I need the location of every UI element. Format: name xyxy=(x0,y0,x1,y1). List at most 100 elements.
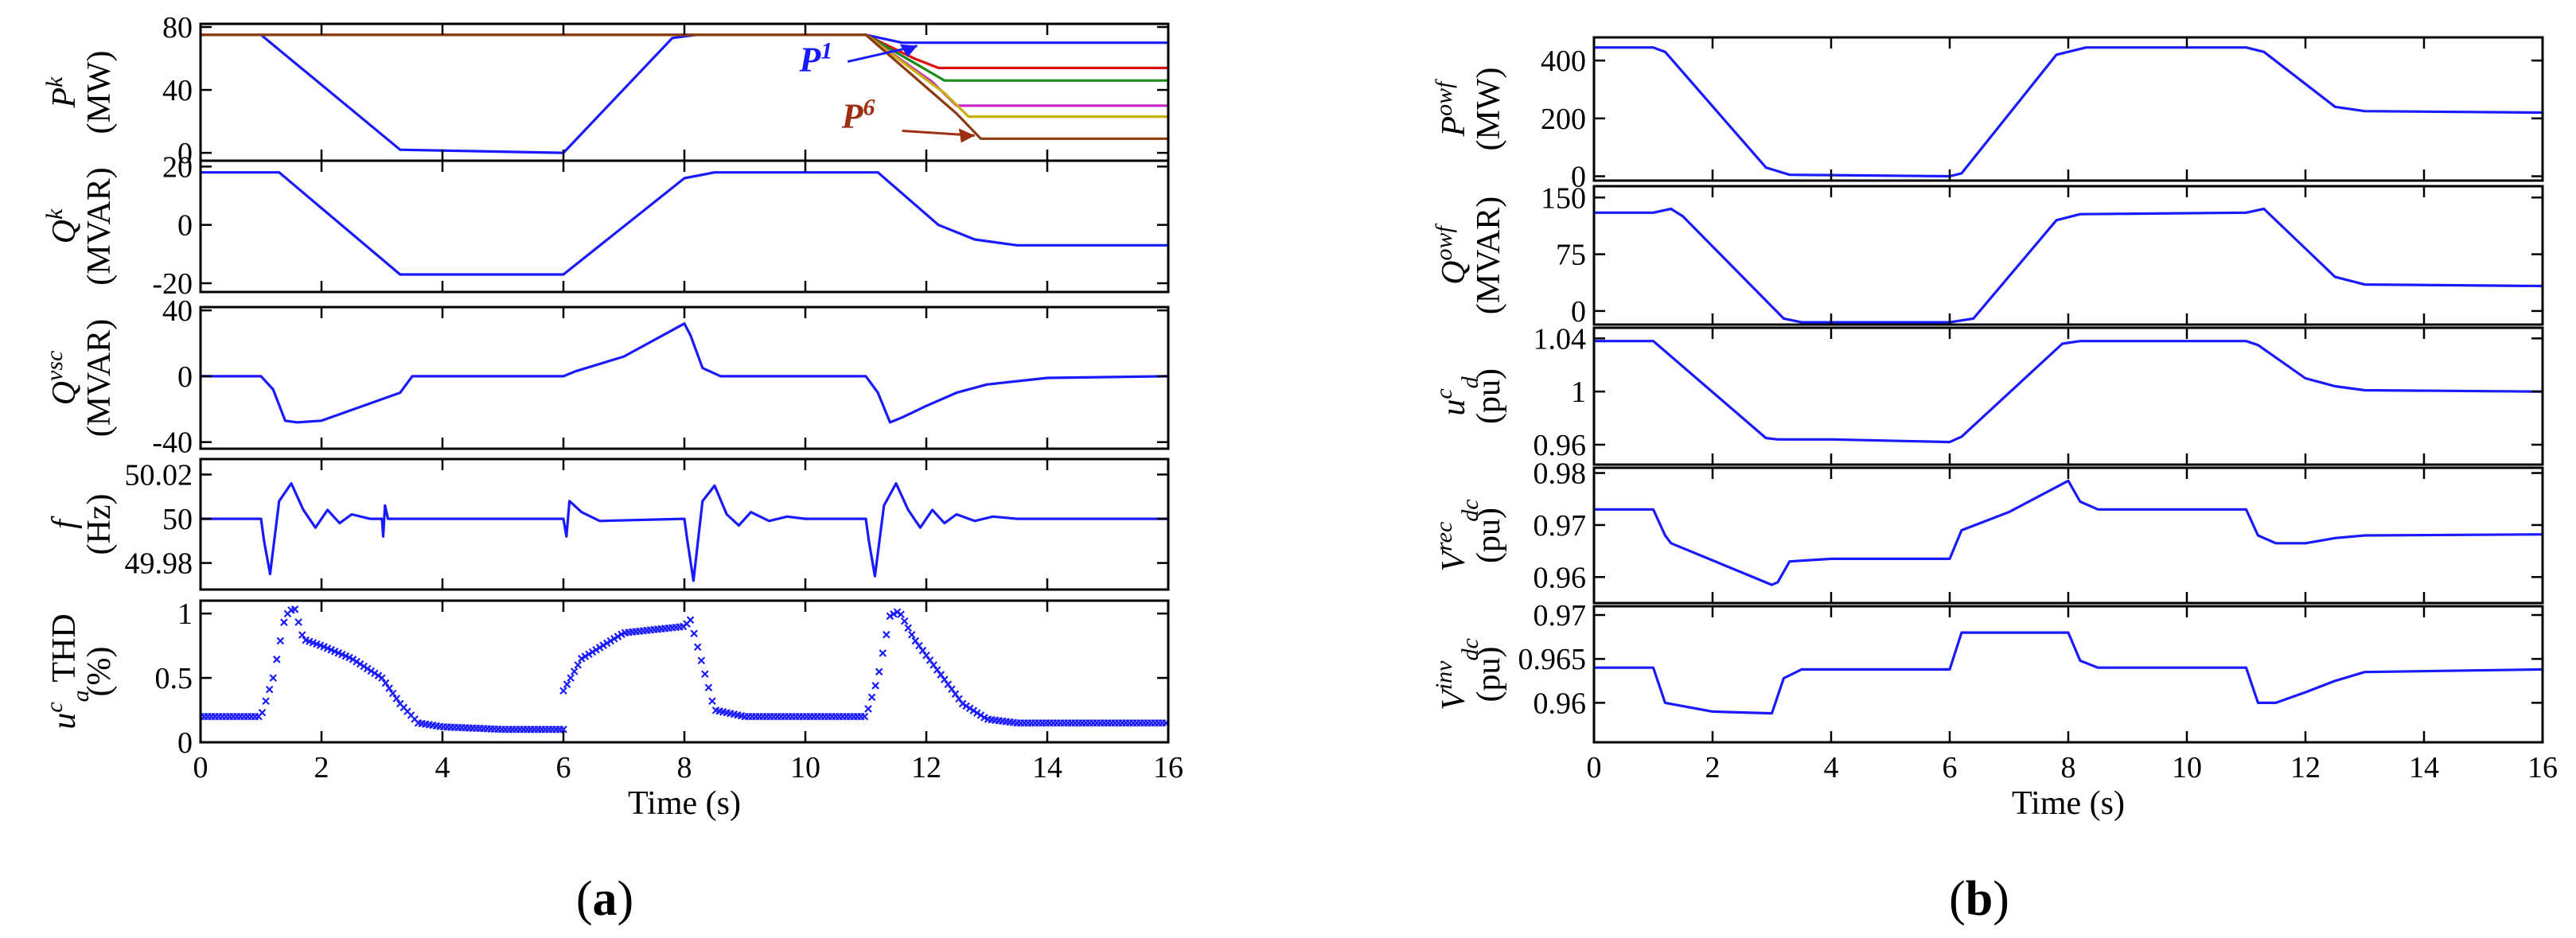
ylabel-symbol: Q xyxy=(46,220,83,243)
thd-marker xyxy=(280,618,288,626)
xtick-label: 16 xyxy=(1153,751,1183,784)
ytick-label: 0 xyxy=(177,726,193,760)
thd-marker xyxy=(574,661,583,669)
panel-label-a: (a) xyxy=(576,872,633,926)
thd-marker xyxy=(610,635,618,643)
ylabel-subscript: d xyxy=(1457,376,1483,388)
thd-marker xyxy=(367,667,376,675)
ylabel-line: (MVAR) xyxy=(81,167,118,286)
xlabel: Time (s) xyxy=(628,785,741,822)
xtick-label: 14 xyxy=(2409,751,2439,784)
thd-marker xyxy=(265,685,274,694)
thd-marker xyxy=(965,704,974,713)
ylabel-line: Qvsc xyxy=(41,351,84,406)
thd-marker xyxy=(904,624,912,632)
ylabel-rest: THD xyxy=(46,613,83,690)
ylabel-subscript: a xyxy=(68,690,94,702)
ytick-label: 0.5 xyxy=(155,662,193,695)
series-group xyxy=(201,482,1168,582)
ylabel-line: (MW) xyxy=(81,51,118,134)
thd-marker xyxy=(290,605,299,613)
ytick-label: 0.96 xyxy=(1534,429,1587,462)
ylabel-line: (MVAR) xyxy=(81,319,118,438)
ylabel-superscript: inv xyxy=(1431,660,1457,690)
ytick-label: 20 xyxy=(162,150,193,184)
xtick-label: 16 xyxy=(2527,751,2558,784)
ytick-label: 0.965 xyxy=(1518,643,1587,676)
ytick-label: 0 xyxy=(177,360,193,394)
ylabel-line: Vinvdc xyxy=(1431,638,1483,710)
thd-marker xyxy=(595,644,604,652)
series-group xyxy=(201,322,1168,424)
thd-marker xyxy=(686,616,695,625)
ylabel-line: uca THD xyxy=(41,613,94,729)
thd-marker xyxy=(883,630,890,639)
ylabel-symbol: V xyxy=(1436,548,1472,572)
ytick-label: 0 xyxy=(1571,295,1586,329)
ytick-label: 49.98 xyxy=(125,547,193,581)
ytick-label: 1 xyxy=(1571,376,1586,409)
ylabel-line: (pu) xyxy=(1471,508,1507,563)
series-group xyxy=(1594,340,2543,444)
series-group xyxy=(1594,207,2543,324)
xtick-label: 4 xyxy=(435,751,450,784)
ytick-label: 40 xyxy=(162,294,193,328)
ylabel-symbol: P xyxy=(46,88,83,109)
ytick-label: 50 xyxy=(162,503,193,536)
axes-frame xyxy=(1592,605,2544,744)
thd-marker xyxy=(588,648,597,656)
ytick-label: 0 xyxy=(177,209,193,243)
thd-marker xyxy=(599,641,607,649)
ylabel-line: Vrecdc xyxy=(1431,499,1483,571)
chart-a2: -20 0 20 Qk (MVAR) xyxy=(41,150,1170,301)
ylabel: Qvsc (MVAR) xyxy=(41,319,119,438)
thd-marker xyxy=(585,650,593,659)
axes-frame xyxy=(199,22,1170,162)
xtick-label: 0 xyxy=(193,751,208,784)
xtick-label: 6 xyxy=(556,751,571,784)
thd-marker xyxy=(701,670,709,679)
ylabel: uca THD(%) xyxy=(41,613,119,729)
ylabel-line: (MW) xyxy=(1471,68,1507,151)
ylabel-superscript: c xyxy=(1431,388,1457,399)
ylabel-superscript: vsc xyxy=(41,351,68,381)
xtick-label: 0 xyxy=(1587,751,1602,784)
axes-frame xyxy=(199,159,1170,294)
xtick-label: 8 xyxy=(2061,751,2076,784)
thd-marker xyxy=(578,655,586,663)
ytick-label: -40 xyxy=(152,426,193,460)
ylabel: ucd(pu) xyxy=(1431,368,1508,424)
thd-marker xyxy=(969,706,978,714)
thd-marker xyxy=(860,712,869,721)
thd-marker xyxy=(890,610,898,618)
xtick-label: 10 xyxy=(790,751,820,784)
ylabel-symbol: Q xyxy=(1436,261,1472,285)
ylabel-symbol: (MVAR) xyxy=(81,319,118,438)
ylabel-line: (MVAR) xyxy=(1471,197,1507,315)
thd-marker xyxy=(704,683,713,692)
axes-frame xyxy=(1592,185,2544,326)
thd-marker xyxy=(886,612,894,621)
thd-marker xyxy=(893,608,902,617)
series-line-P1 xyxy=(201,33,1168,154)
ytick-label: -20 xyxy=(152,267,193,301)
chart-a3: -40 0 40 Qvsc (MVAR) xyxy=(41,294,1170,460)
series-line-Qvsc xyxy=(201,322,1168,424)
thd-marker xyxy=(258,709,267,717)
annotation-arrowhead-p6 xyxy=(958,128,975,143)
xlabel: Time (s) xyxy=(2012,785,2125,822)
thd-marker xyxy=(962,702,970,710)
axes-frame xyxy=(1592,326,2544,466)
xtick-label: 12 xyxy=(2290,751,2321,784)
ylabel-symbol: P xyxy=(1436,116,1472,138)
axes-frame xyxy=(1592,36,2544,182)
thd-marker xyxy=(294,618,302,626)
ylabel-symbol: u xyxy=(46,713,83,730)
series-line-P4 xyxy=(201,33,1168,107)
ylabel-line: Pk xyxy=(41,76,84,109)
ylabel-line: Qk xyxy=(41,208,84,243)
